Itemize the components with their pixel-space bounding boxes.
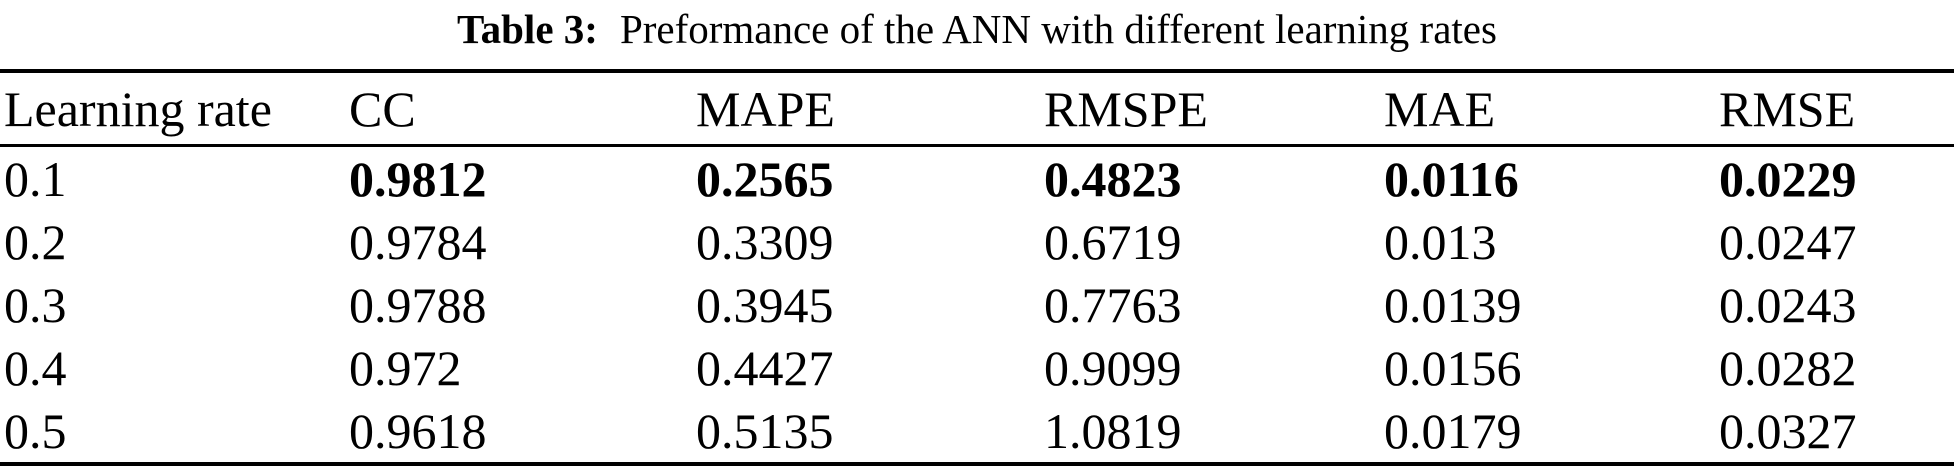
cell-mae: 0.0116	[1384, 150, 1519, 207]
cell-rmspe: 0.4823	[1044, 150, 1182, 207]
table-caption-text: Preformance of the ANN with different le…	[619, 6, 1497, 52]
col-header-rmse: RMSE	[1715, 71, 1954, 147]
cell-learning-rate: 0.1	[4, 150, 67, 207]
col-header-mae: MAE	[1380, 71, 1715, 147]
cell-rmse: 0.0282	[1719, 339, 1857, 396]
table-row: 0.5 0.9618 0.5135 1.0819 0.0179 0.0327	[0, 399, 1954, 464]
cell-rmspe: 1.0819	[1044, 402, 1182, 459]
cell-mape: 0.3309	[696, 213, 834, 270]
cell-rmse: 0.0243	[1719, 276, 1857, 333]
cell-learning-rate: 0.5	[4, 402, 67, 459]
cell-rmse: 0.0247	[1719, 213, 1857, 270]
header-row: Learning rate CC MAPE RMSPE MAE RMSE	[0, 71, 1954, 147]
cell-learning-rate: 0.2	[4, 213, 67, 270]
cell-mae: 0.013	[1384, 213, 1497, 270]
cell-learning-rate: 0.3	[4, 276, 67, 333]
cell-cc: 0.9812	[349, 150, 487, 207]
col-header-learning-rate: Learning rate	[0, 71, 345, 147]
cell-cc: 0.9784	[349, 213, 487, 270]
cell-rmspe: 0.7763	[1044, 276, 1182, 333]
cell-mae: 0.0156	[1384, 339, 1522, 396]
table-row: 0.3 0.9788 0.3945 0.7763 0.0139 0.0243	[0, 273, 1954, 336]
cell-mape: 0.5135	[696, 402, 834, 459]
table-caption-label: Table 3:	[457, 6, 598, 52]
cell-rmse: 0.0327	[1719, 402, 1857, 459]
cell-cc: 0.9788	[349, 276, 487, 333]
cell-mae: 0.0179	[1384, 402, 1522, 459]
col-header-mape: MAPE	[692, 71, 1040, 147]
table-caption: Table 3: Preformance of the ANN with diff…	[0, 0, 1954, 54]
cell-mape: 0.2565	[696, 150, 834, 207]
cell-mae: 0.0139	[1384, 276, 1522, 333]
cell-mape: 0.4427	[696, 339, 834, 396]
cell-cc: 0.9618	[349, 402, 487, 459]
cell-rmspe: 0.6719	[1044, 213, 1182, 270]
cell-mape: 0.3945	[696, 276, 834, 333]
cell-cc: 0.972	[349, 339, 462, 396]
cell-learning-rate: 0.4	[4, 339, 67, 396]
cell-rmspe: 0.9099	[1044, 339, 1182, 396]
col-header-rmspe: RMSPE	[1040, 71, 1380, 147]
cell-rmse: 0.0229	[1719, 150, 1857, 207]
table-row: 0.2 0.9784 0.3309 0.6719 0.013 0.0247	[0, 210, 1954, 273]
results-table: Learning rate CC MAPE RMSPE MAE RMSE 0.1…	[0, 69, 1954, 466]
table-row: 0.4 0.972 0.4427 0.9099 0.0156 0.0282	[0, 336, 1954, 399]
table-row: 0.1 0.9812 0.2565 0.4823 0.0116 0.0229	[0, 146, 1954, 211]
col-header-cc: CC	[345, 71, 692, 147]
